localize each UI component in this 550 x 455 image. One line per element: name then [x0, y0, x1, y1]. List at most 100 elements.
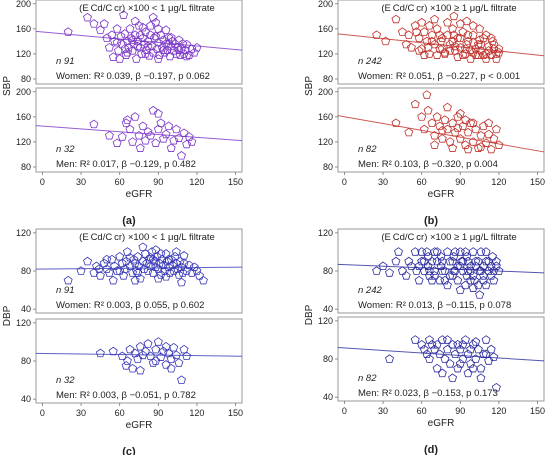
data-point — [462, 16, 472, 26]
data-point — [479, 271, 488, 280]
data-point — [455, 344, 465, 354]
data-point — [161, 129, 171, 139]
data-point — [417, 112, 427, 121]
data-point — [161, 360, 171, 369]
data-point — [427, 118, 437, 127]
data-point — [401, 39, 411, 49]
y-axis-title: DBP — [2, 305, 13, 326]
data-point — [187, 137, 197, 146]
data-point — [89, 119, 99, 129]
x-tick-label: 150 — [228, 408, 243, 418]
data-point — [448, 143, 458, 152]
data-point — [151, 245, 161, 254]
data-points — [372, 247, 504, 299]
data-point — [471, 337, 481, 346]
y-tick-label: 120 — [16, 318, 31, 328]
panel-label-c: (c) — [122, 446, 136, 455]
data-point — [161, 25, 171, 34]
data-point — [161, 272, 171, 281]
x-tick-label: 120 — [189, 177, 204, 187]
x-tick-label: 30 — [76, 408, 86, 418]
data-point — [104, 130, 114, 140]
data-point — [450, 247, 460, 256]
regression-line — [337, 263, 545, 274]
x-tick-label: 60 — [417, 406, 427, 416]
data-point — [108, 52, 118, 61]
data-point — [445, 46, 455, 55]
y-tick-label: 40 — [323, 392, 333, 402]
data-points — [372, 11, 504, 63]
data-point — [484, 118, 494, 127]
data-point — [102, 33, 112, 43]
data-points — [63, 10, 202, 63]
data-point — [430, 344, 440, 354]
regression-line — [35, 125, 243, 142]
data-point — [130, 258, 140, 268]
data-points — [391, 90, 504, 154]
data-point — [476, 373, 486, 382]
data-point — [187, 44, 197, 53]
data-point — [491, 256, 501, 266]
y-tick-label: 120 — [16, 137, 31, 147]
data-point — [198, 275, 208, 285]
data-point — [424, 271, 434, 280]
data-point — [445, 39, 455, 49]
data-point — [414, 46, 424, 55]
data-point — [174, 45, 184, 54]
data-point — [159, 260, 168, 270]
subplot-men: 80 120 160 200 n 82 Men: R² 0.103, β −0.320, … — [318, 87, 545, 173]
data-point — [486, 50, 496, 59]
data-point — [130, 112, 140, 121]
data-point — [121, 361, 131, 370]
y-tick-label: 120 — [318, 49, 333, 59]
panel-d-chart: 40 80 120 n 242 Women: R² 0.013, β −0.115, p… — [304, 228, 545, 455]
data-point — [143, 41, 153, 51]
stats-label: Women: R² 0.003, β 0.055, p 0.602 — [56, 300, 204, 311]
data-point — [440, 354, 450, 363]
data-point — [143, 339, 153, 348]
data-point — [182, 51, 192, 61]
data-point — [486, 33, 496, 43]
y-tick-label: 80 — [323, 162, 333, 172]
data-point — [95, 271, 105, 280]
stats-label: Men: R² 0.023, β −0.153, p 0.173 — [358, 388, 498, 399]
data-point — [133, 354, 143, 363]
stats-label: Men: R² 0.003, β −0.051, p 0.782 — [56, 390, 196, 401]
data-point — [182, 39, 192, 49]
data-point — [177, 262, 186, 271]
data-point — [394, 247, 403, 256]
data-point — [125, 252, 135, 262]
data-point — [179, 344, 189, 354]
data-point — [455, 247, 465, 256]
data-point — [174, 358, 184, 367]
data-point — [473, 143, 483, 152]
data-point — [125, 261, 135, 271]
data-point — [466, 54, 476, 63]
subplot-women: 80 120 160 200 n 242 Women: R² 0.051, β −0.22… — [318, 0, 545, 85]
data-point — [488, 251, 497, 261]
data-point — [130, 16, 140, 26]
data-point — [422, 90, 432, 99]
data-point — [131, 266, 141, 275]
data-point — [164, 121, 174, 131]
data-point — [117, 39, 127, 49]
data-point — [461, 335, 470, 344]
data-point — [153, 109, 163, 118]
data-point — [140, 27, 150, 36]
data-point — [458, 339, 468, 349]
data-point — [130, 30, 140, 39]
data-point — [89, 268, 99, 277]
data-point — [432, 339, 442, 349]
data-point — [121, 118, 131, 127]
data-point — [122, 47, 132, 57]
n-label: n 242 — [358, 56, 382, 67]
data-point — [461, 247, 470, 256]
data-point — [450, 349, 460, 359]
data-point — [445, 256, 455, 266]
data-point — [489, 39, 499, 49]
y-tick-label: 200 — [16, 87, 31, 97]
data-point — [140, 49, 150, 58]
y-tick-label: 160 — [16, 24, 31, 34]
x-tick-label: 60 — [417, 177, 427, 187]
